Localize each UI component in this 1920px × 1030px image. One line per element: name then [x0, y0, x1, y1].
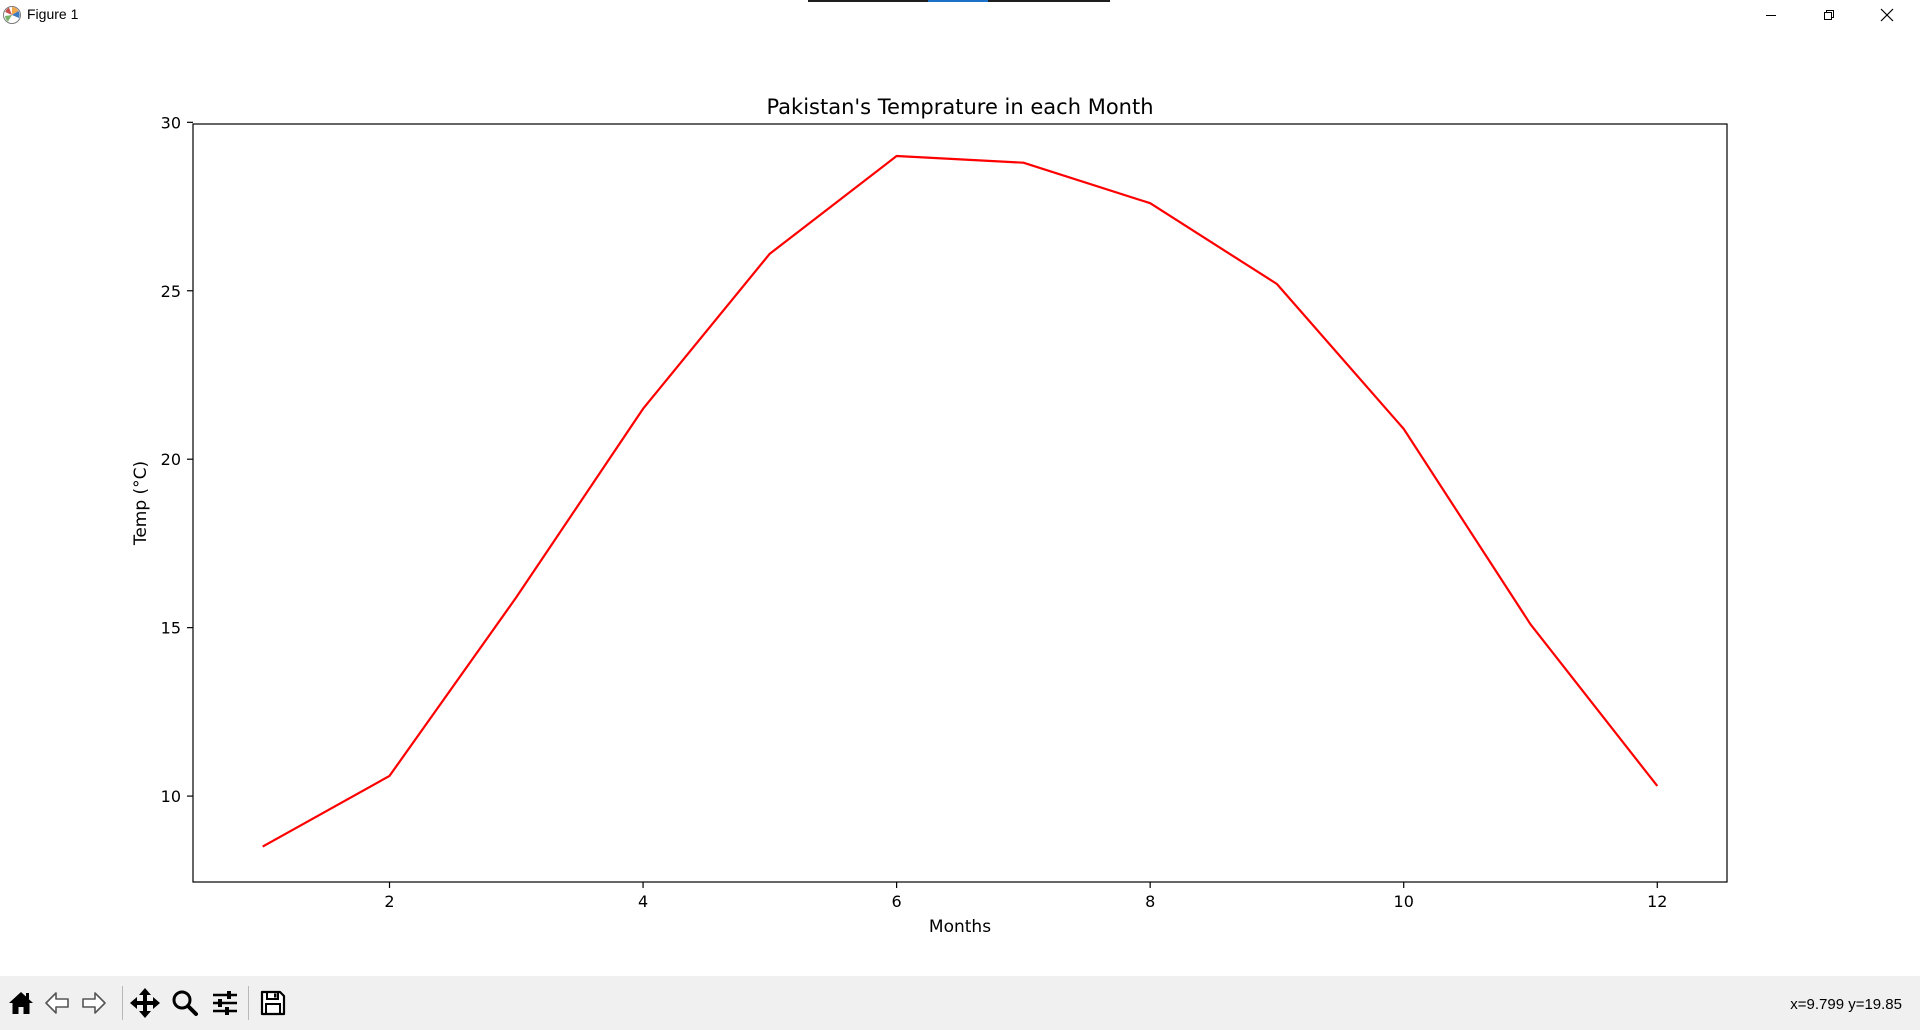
- sliders-icon: [213, 991, 237, 1015]
- y-tick-label: 10: [161, 787, 181, 806]
- x-tick-label: 2: [384, 892, 394, 911]
- configure-subplots-button[interactable]: [208, 984, 242, 1022]
- toolbar-separator: [248, 986, 249, 1020]
- home-button[interactable]: [4, 984, 38, 1022]
- close-icon: [1880, 8, 1894, 22]
- y-tick-label: 15: [161, 619, 181, 638]
- temperature-series-line: [262, 154, 1659, 848]
- axes-frame: [192, 123, 1728, 883]
- forward-button[interactable]: [77, 984, 111, 1022]
- restore-icon: [1824, 10, 1834, 20]
- arrow-left-icon: [45, 992, 69, 1014]
- arrow-right-icon: [82, 992, 106, 1014]
- save-button[interactable]: [256, 984, 290, 1022]
- home-icon: [9, 992, 33, 1014]
- floppy-icon: [260, 990, 286, 1016]
- minimize-icon: [1766, 15, 1776, 16]
- line-chart: Pakistan's Temprature in each Month 2 4 6 8…: [131, 95, 1728, 937]
- figure-canvas[interactable]: Pakistan's Temprature in each Month 2 4 6 8…: [0, 30, 1920, 976]
- navigation-toolbar: x=9.799 y=19.85: [0, 976, 1920, 1030]
- zoom-button[interactable]: [168, 984, 202, 1022]
- cursor-coordinates: x=9.799 y=19.85: [1790, 996, 1902, 1013]
- toolbar-separator: [122, 986, 123, 1020]
- matplotlib-logo-icon: [3, 6, 21, 24]
- magnifier-icon: [172, 990, 198, 1016]
- back-button[interactable]: [40, 984, 74, 1022]
- x-tick-label: 10: [1394, 892, 1414, 911]
- x-tick-label: 12: [1647, 892, 1667, 911]
- title-accent-left: [808, 0, 928, 2]
- x-tick-label: 6: [892, 892, 902, 911]
- title-accent-right: [988, 0, 1110, 2]
- x-tick-label: 4: [638, 892, 648, 911]
- chart-title: Pakistan's Temprature in each Month: [766, 95, 1153, 119]
- y-tick-label: 20: [161, 450, 181, 469]
- x-tick-label: 8: [1145, 892, 1155, 911]
- pan-button[interactable]: [128, 984, 162, 1022]
- x-axis: 2 4 6 8 10 12: [384, 882, 1667, 911]
- y-tick-label: 25: [161, 282, 181, 301]
- title-accent-mid: [928, 0, 988, 2]
- title-bar: Figure 1: [0, 0, 1920, 30]
- minimize-button[interactable]: [1742, 0, 1800, 30]
- move-icon: [130, 988, 160, 1018]
- restore-button[interactable]: [1800, 0, 1858, 30]
- x-axis-label: Months: [929, 917, 991, 937]
- y-axis: 10 15 20 25 30: [161, 113, 193, 806]
- y-tick-label: 30: [161, 113, 181, 132]
- y-axis-label: Temp (°C): [131, 461, 151, 546]
- window-title: Figure 1: [27, 6, 79, 22]
- close-button[interactable]: [1858, 0, 1916, 30]
- series-group: [262, 154, 1659, 848]
